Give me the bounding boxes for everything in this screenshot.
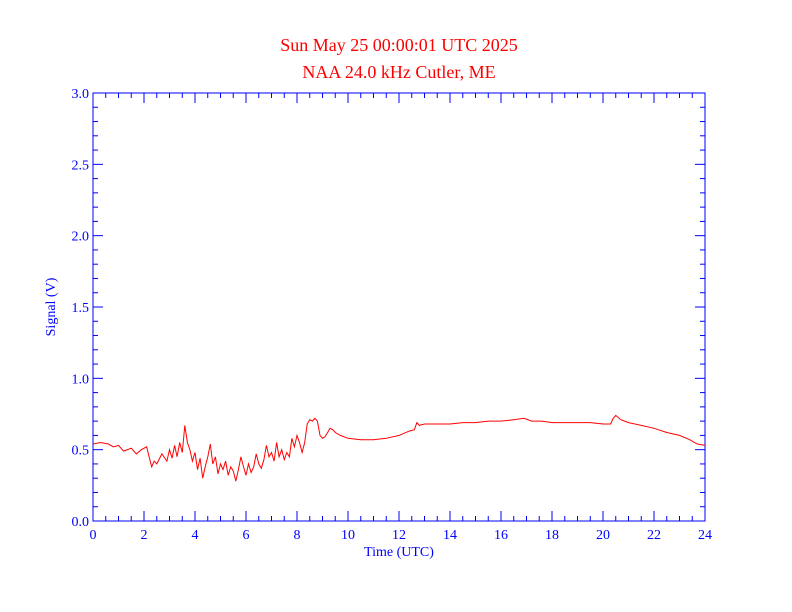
y-tick-label: 1.5 bbox=[72, 301, 90, 316]
chart-title: Sun May 25 00:00:01 UTC 2025 bbox=[280, 35, 518, 55]
y-tick-label: 0.0 bbox=[72, 515, 90, 530]
x-tick-label: 14 bbox=[443, 528, 457, 543]
x-axis-label: Time (UTC) bbox=[364, 545, 434, 560]
y-tick-label: 2.5 bbox=[72, 158, 90, 173]
x-tick-label: 10 bbox=[341, 528, 355, 543]
y-axis-label: Signal (V) bbox=[44, 277, 59, 336]
chart-subtitle: NAA 24.0 kHz Cutler, ME bbox=[302, 62, 495, 82]
x-tick-label: 2 bbox=[141, 528, 148, 543]
x-tick-label: 22 bbox=[647, 528, 661, 543]
x-tick-label: 12 bbox=[392, 528, 406, 543]
y-tick-label: 0.5 bbox=[72, 444, 90, 459]
signal-trace bbox=[92, 414, 706, 482]
x-tick-label: 20 bbox=[596, 528, 610, 543]
x-tick-label: 18 bbox=[545, 528, 559, 543]
axis-tick-labels: 0 2 4 6 8 10 12 14 16 18 20 22 240.00.51.01.52.02.53… bbox=[72, 87, 713, 543]
y-tick-label: 2.0 bbox=[72, 230, 90, 245]
x-tick-label: 4 bbox=[192, 528, 199, 543]
x-tick-label: 6 bbox=[243, 528, 250, 543]
x-tick-label: 24 bbox=[698, 528, 712, 543]
x-tick-label: 16 bbox=[494, 528, 508, 543]
y-tick-label: 1.0 bbox=[72, 372, 90, 387]
x-tick-label: 8 bbox=[294, 528, 301, 543]
axis-ticks bbox=[92, 92, 706, 522]
x-tick-label: 0 bbox=[90, 528, 97, 543]
plot-frame bbox=[92, 92, 706, 522]
y-tick-label: 3.0 bbox=[72, 87, 90, 102]
